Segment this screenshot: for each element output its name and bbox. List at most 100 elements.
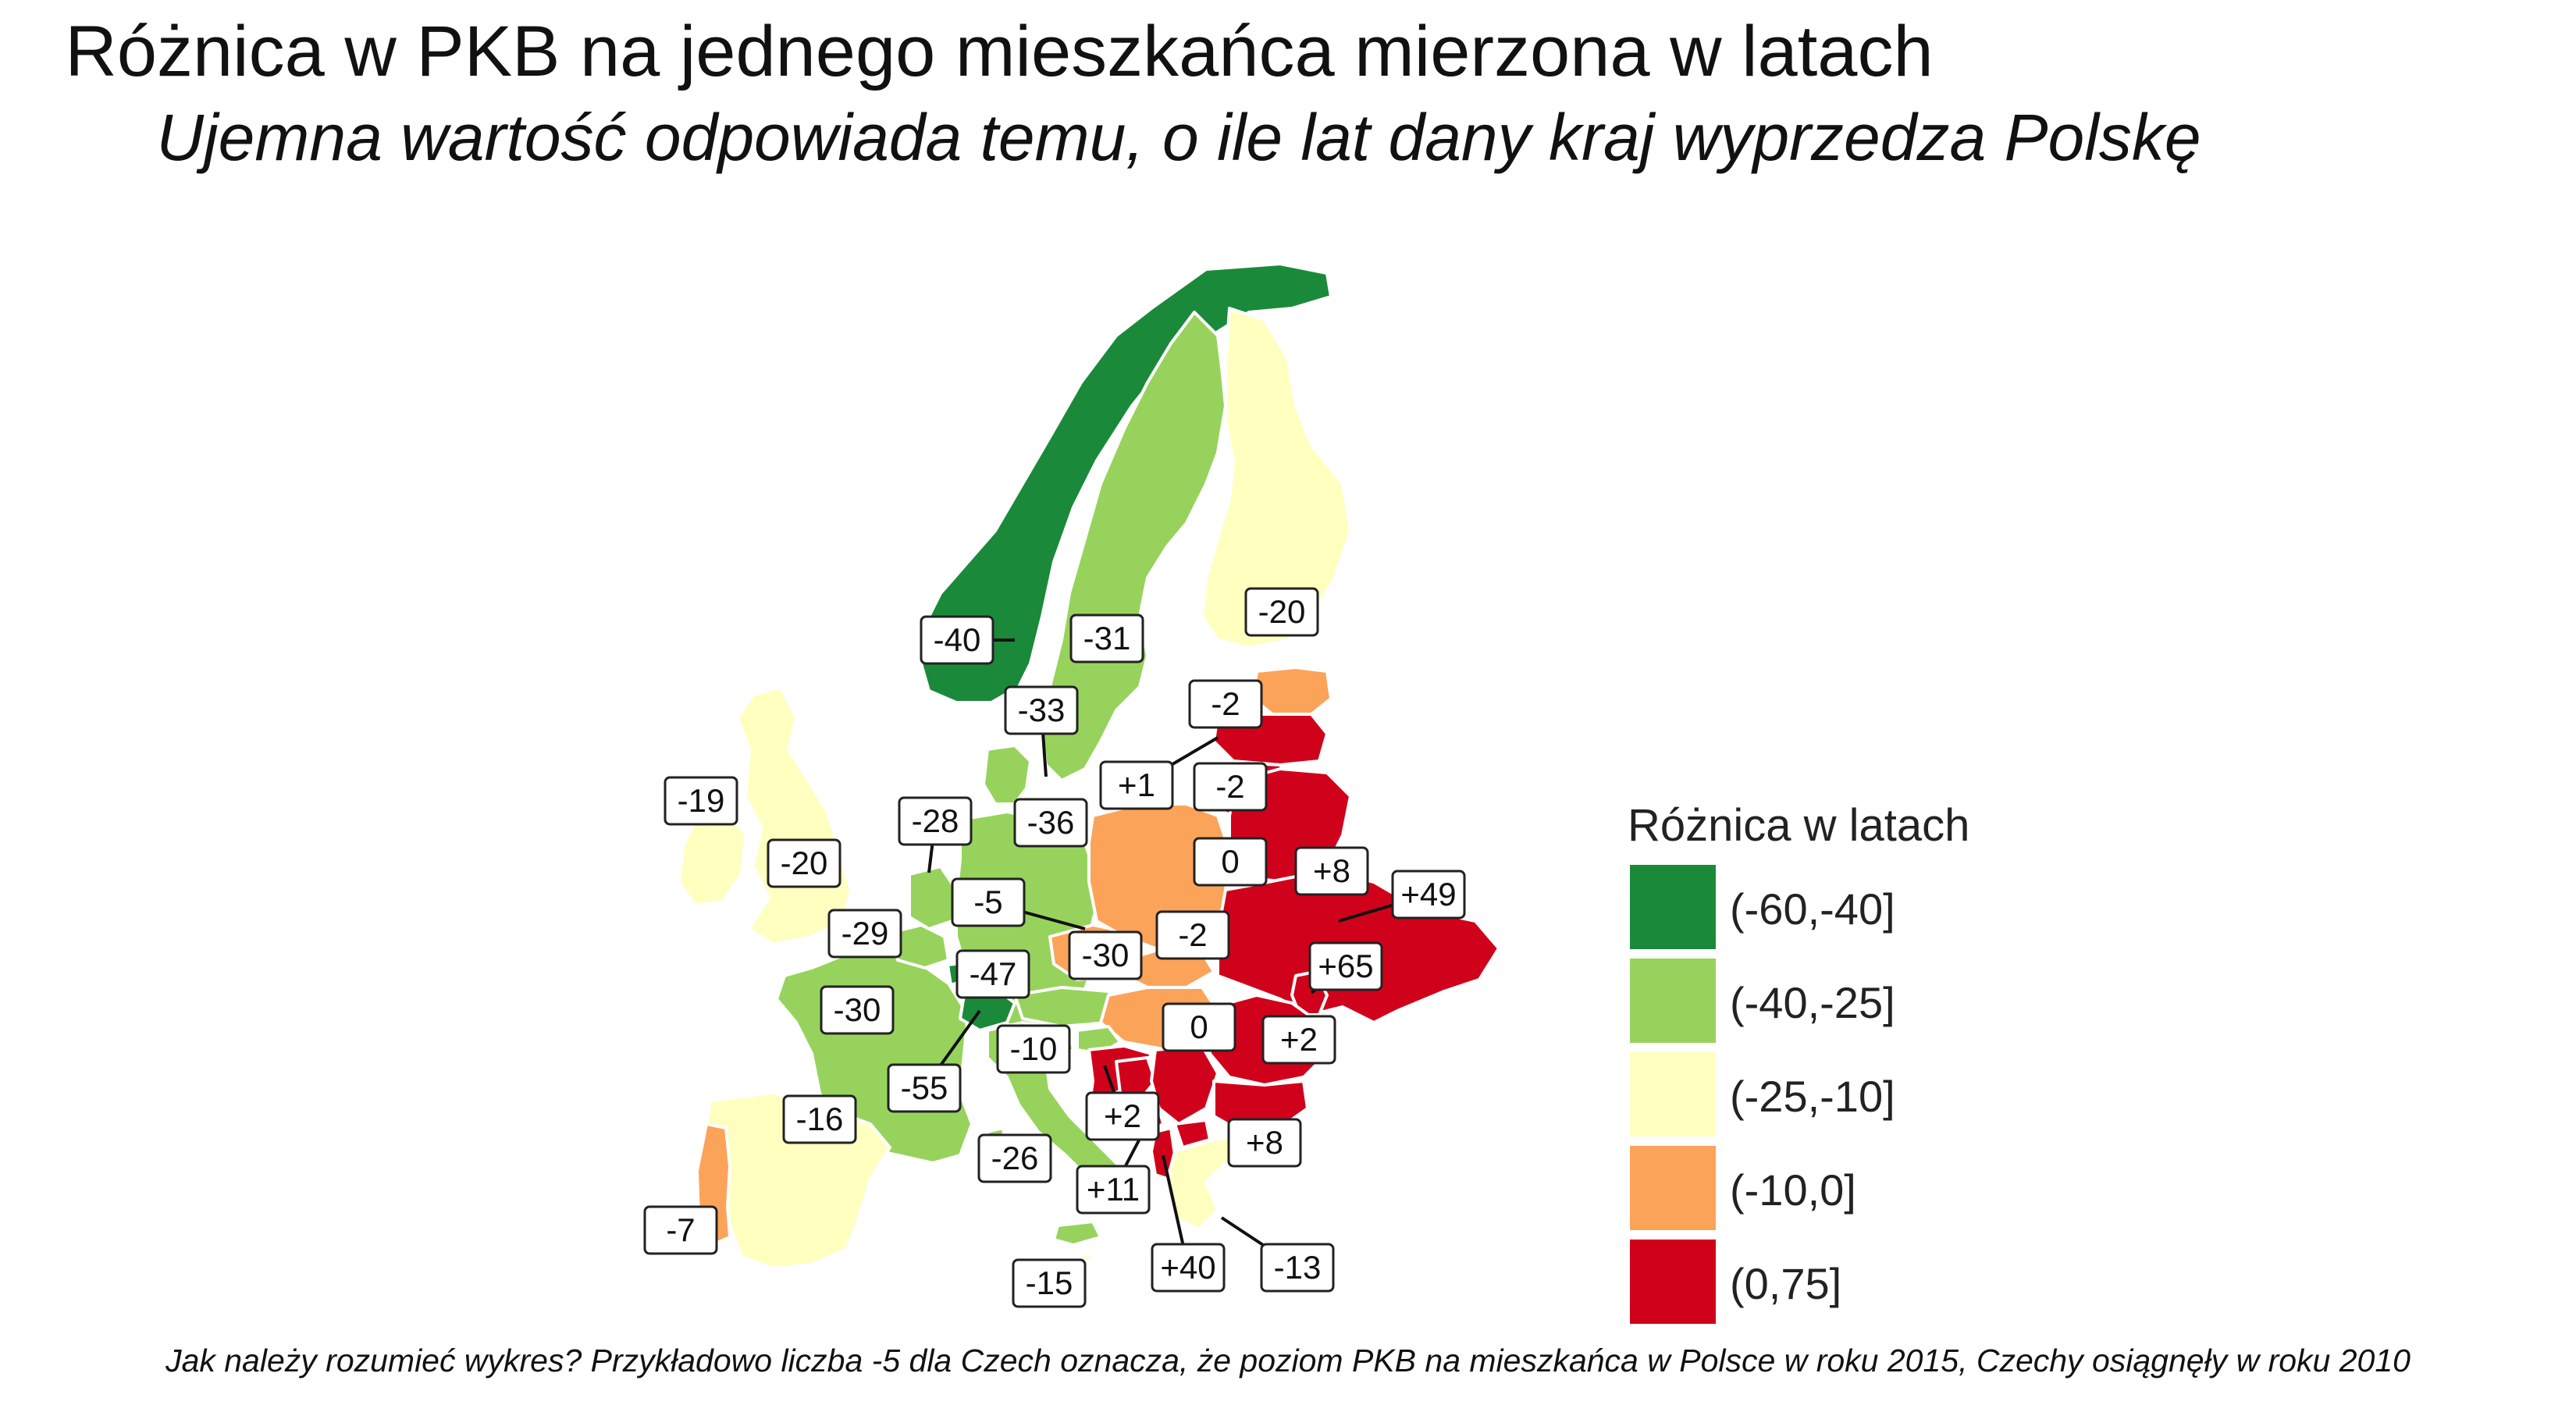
- label-value: -33: [1018, 692, 1066, 728]
- label-box: [1013, 798, 1088, 848]
- label-box: [1261, 1015, 1336, 1065]
- country-ireland: [678, 810, 747, 907]
- label-value: 0: [1221, 843, 1239, 880]
- legend-label: (-40,-25]: [1730, 978, 1895, 1027]
- country-value-label: -28: [898, 796, 973, 846]
- country-value-label: +40: [1151, 1243, 1226, 1293]
- label-value: +49: [1400, 876, 1456, 912]
- label-value: -20: [1258, 593, 1306, 630]
- map-subtitle: Ujemna wartość odpowiada temu, o ile lat…: [156, 101, 2201, 174]
- label-value: -2: [1215, 768, 1244, 805]
- label-box: [1244, 587, 1319, 637]
- legend-swatch: [1630, 959, 1716, 1043]
- label-value: +2: [1104, 1097, 1141, 1134]
- label-value: -47: [970, 955, 1017, 992]
- label-box: [1193, 837, 1268, 887]
- country-netherlands: [908, 865, 958, 930]
- label-box: [1193, 762, 1268, 812]
- label-box: [977, 1133, 1052, 1183]
- country-value-label: -47: [955, 949, 1030, 999]
- country-value-label: +2: [1085, 1091, 1160, 1141]
- country-value-label: +8: [1227, 1118, 1302, 1168]
- label-value: -16: [796, 1101, 844, 1137]
- country-value-label: -29: [827, 909, 902, 959]
- legend-label: (-25,-10]: [1730, 1072, 1895, 1121]
- country-sweden: [1041, 311, 1227, 782]
- country-value-label: -20: [767, 838, 841, 888]
- country-value-label: -2: [1188, 679, 1263, 729]
- country-value-label: -5: [951, 877, 1026, 927]
- label-box: [1227, 1118, 1302, 1168]
- country-value-label: +8: [1294, 846, 1369, 896]
- label-box: [1068, 930, 1143, 980]
- label-value: -29: [841, 915, 889, 951]
- country-value-label: +49: [1391, 870, 1466, 919]
- footnote: Jak należy rozumieć wykres? Przykładowo …: [165, 1343, 2411, 1378]
- country-value-label: -36: [1013, 798, 1088, 848]
- label-value: -20: [781, 845, 828, 881]
- label-box: [1294, 846, 1369, 896]
- label-value: -13: [1274, 1249, 1322, 1286]
- country-value-label: -2: [1193, 762, 1268, 812]
- label-box: [920, 615, 994, 665]
- legend-swatch: [1630, 865, 1716, 949]
- label-box: [1076, 1165, 1151, 1215]
- country-united-kingdom: [736, 685, 852, 946]
- label-box: [1308, 941, 1383, 991]
- label-value: -31: [1083, 620, 1131, 656]
- country-value-label: 0: [1193, 837, 1268, 887]
- legend-title: Różnica w latach: [1628, 800, 1970, 851]
- legend-label: (0,75]: [1730, 1259, 1842, 1308]
- country-value-label: -7: [643, 1205, 718, 1255]
- label-box: [1155, 910, 1230, 960]
- label-box: [664, 776, 738, 826]
- label-box: [1012, 1258, 1087, 1308]
- label-box: [898, 796, 973, 846]
- country-value-label: -19: [664, 776, 738, 826]
- label-box: [1151, 1243, 1226, 1293]
- country-value-label: 0: [1162, 1002, 1236, 1052]
- country-value-label: +65: [1308, 941, 1383, 991]
- map-title: Różnica w PKB na jednego mieszkańca mier…: [65, 12, 1934, 91]
- label-box: [827, 909, 902, 959]
- label-value: -55: [901, 1069, 948, 1106]
- country-value-label: -31: [1069, 614, 1144, 663]
- legend-swatch: [1630, 1146, 1716, 1230]
- label-box: [1004, 685, 1079, 735]
- country-value-label: -40: [920, 615, 994, 665]
- label-box: [767, 838, 841, 888]
- country-value-label: -33: [1004, 685, 1079, 735]
- label-value: -36: [1027, 804, 1075, 841]
- label-box: [1085, 1091, 1160, 1141]
- country-value-label: +11: [1076, 1165, 1151, 1215]
- label-box: [1099, 760, 1174, 810]
- label-value: -30: [1082, 937, 1130, 973]
- label-box: [887, 1063, 962, 1113]
- label-value: +11: [1087, 1171, 1140, 1208]
- label-value: -15: [1026, 1264, 1073, 1301]
- label-box: [1188, 679, 1263, 729]
- country-value-label: +2: [1261, 1015, 1336, 1065]
- label-box: [643, 1205, 718, 1255]
- label-box: [1391, 870, 1466, 919]
- label-value: -2: [1178, 916, 1207, 953]
- label-value: -30: [834, 991, 881, 1028]
- label-value: -7: [666, 1211, 695, 1248]
- region-sicily: [1052, 1220, 1102, 1247]
- label-value: +1: [1118, 767, 1155, 803]
- label-box: [955, 949, 1030, 999]
- country-value-label: -10: [996, 1024, 1071, 1074]
- country-value-label: +1: [1099, 760, 1174, 810]
- label-box: [951, 877, 1026, 927]
- label-value: 0: [1190, 1008, 1208, 1045]
- country-value-label: -15: [1012, 1258, 1087, 1308]
- label-value: +40: [1160, 1249, 1215, 1286]
- label-box: [820, 985, 895, 1035]
- label-value: -28: [912, 802, 959, 839]
- label-box: [1069, 614, 1144, 663]
- country-value-label: -30: [820, 985, 895, 1035]
- label-box: [782, 1094, 857, 1144]
- label-value: -10: [1010, 1030, 1058, 1067]
- country-bosnia: [1115, 1056, 1157, 1102]
